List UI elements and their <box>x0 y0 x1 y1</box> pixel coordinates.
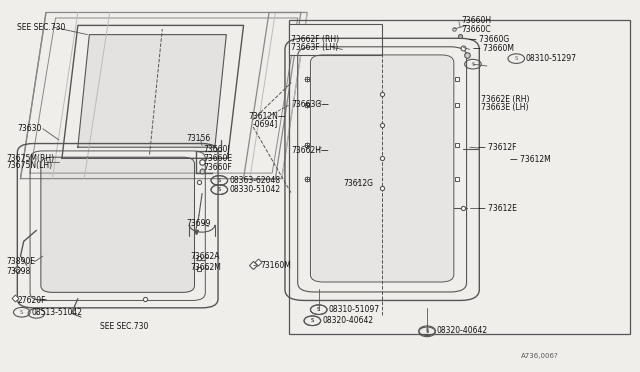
Text: — 73612M: — 73612M <box>510 155 550 164</box>
Text: S: S <box>426 328 429 333</box>
Polygon shape <box>78 35 227 147</box>
Text: 08363-62048: 08363-62048 <box>230 176 280 185</box>
Text: 73662E (RH): 73662E (RH) <box>481 96 530 105</box>
Text: S: S <box>310 318 314 323</box>
Text: 73660E: 73660E <box>204 154 232 163</box>
Text: 73612G: 73612G <box>344 179 374 187</box>
Text: S: S <box>218 187 221 192</box>
Text: SEE SEC.730: SEE SEC.730 <box>17 23 66 32</box>
Text: S: S <box>218 187 221 192</box>
Text: 73675N(LH): 73675N(LH) <box>6 161 52 170</box>
Text: S: S <box>317 307 321 312</box>
Text: 73612N—: 73612N— <box>248 112 286 121</box>
Text: 73662H—: 73662H— <box>291 146 329 155</box>
Text: 73156: 73156 <box>186 134 211 143</box>
Text: 73662F (RH): 73662F (RH) <box>291 35 339 44</box>
Text: S: S <box>515 56 518 61</box>
Text: 73660C: 73660C <box>461 25 491 34</box>
Text: S: S <box>426 329 429 334</box>
Text: 73663G—: 73663G— <box>291 100 329 109</box>
Text: 08320-40642: 08320-40642 <box>436 326 488 335</box>
Text: S: S <box>317 307 321 312</box>
Text: S: S <box>35 311 38 316</box>
Text: SEE SEC.730: SEE SEC.730 <box>100 322 148 331</box>
Text: 08513-51042: 08513-51042 <box>32 308 83 317</box>
Text: 73662A: 73662A <box>191 252 220 262</box>
Text: 73663E (LH): 73663E (LH) <box>481 103 529 112</box>
Text: — 73612E: — 73612E <box>478 203 517 213</box>
Text: 73630: 73630 <box>17 124 42 133</box>
Text: 73662M: 73662M <box>191 263 221 272</box>
Text: 73699: 73699 <box>186 219 211 228</box>
Text: 73660H: 73660H <box>461 16 492 25</box>
Text: S: S <box>471 62 475 67</box>
Text: 08310-51097: 08310-51097 <box>329 305 380 314</box>
Text: 73890E: 73890E <box>6 257 35 266</box>
Text: S: S <box>20 310 24 315</box>
FancyBboxPatch shape <box>312 56 452 281</box>
Text: — 73612F: — 73612F <box>478 144 516 153</box>
Text: — 73660G: — 73660G <box>469 35 509 44</box>
Text: 08320-40642: 08320-40642 <box>323 316 374 325</box>
Text: 73698: 73698 <box>6 267 31 276</box>
Bar <box>289 20 630 334</box>
Text: S: S <box>218 178 221 183</box>
Text: 73160M: 73160M <box>260 261 291 270</box>
Text: S: S <box>310 318 314 323</box>
Bar <box>289 23 382 55</box>
Text: 73660F: 73660F <box>204 163 232 172</box>
Text: A736,006?: A736,006? <box>521 353 559 359</box>
Text: 73663F (LH): 73663F (LH) <box>291 44 339 52</box>
Text: 73660J: 73660J <box>204 145 230 154</box>
FancyBboxPatch shape <box>42 158 193 292</box>
Text: -0694]: -0694] <box>253 119 278 128</box>
Text: S: S <box>218 178 221 183</box>
Text: — 73660M: — 73660M <box>473 44 514 53</box>
Text: 08330-51042: 08330-51042 <box>230 185 280 194</box>
Text: 73675M(RH): 73675M(RH) <box>6 154 54 163</box>
Text: 08310-51297: 08310-51297 <box>526 54 577 63</box>
Text: 27620F: 27620F <box>17 296 46 305</box>
